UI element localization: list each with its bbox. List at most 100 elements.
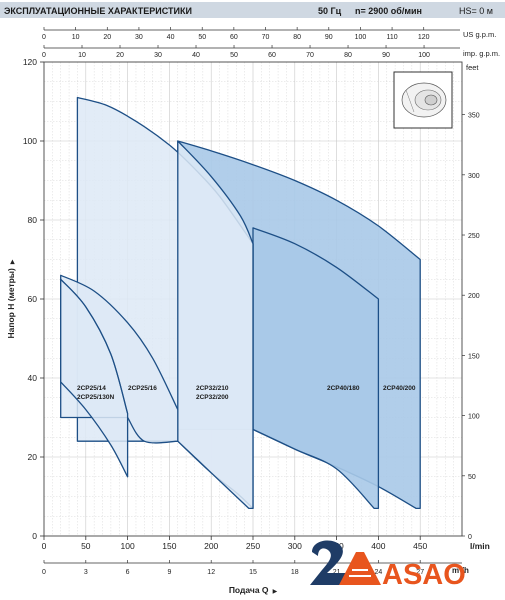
x-tick-label: 250: [246, 541, 260, 551]
x-tick-label: 150: [162, 541, 176, 551]
imp-tick-label: 80: [344, 52, 352, 59]
us-tick-label: 100: [355, 34, 367, 41]
imp-tick-label: 100: [418, 52, 430, 59]
series-area-2cp40-180: [252, 227, 380, 510]
pump-shaft-icon: [424, 94, 438, 106]
header-speed: n= 2900 об/мин: [355, 6, 422, 16]
y-tick-label: 120: [23, 57, 37, 67]
top-axis-us-ticks: 0 10 20 30 40 50 60 70 80 90 100 110 120: [42, 27, 430, 41]
x-tick-label: 0: [42, 541, 47, 551]
us-tick-label: 60: [230, 34, 238, 41]
x-tick-label: 50: [81, 541, 91, 551]
imp-tick-label: 60: [268, 52, 276, 59]
pump-icon: [401, 82, 447, 118]
asao-logo: ASAO: [310, 540, 466, 591]
us-tick-label: 110: [386, 34, 397, 41]
m3h-tick-label: 0: [42, 569, 46, 576]
feet-tick-label: 50: [468, 474, 476, 481]
x-tick-label: 100: [121, 541, 135, 551]
series-areas: [60, 96, 421, 510]
imp-tick-label: 0: [42, 52, 46, 59]
label-2cp25-16: 2CP25/16: [128, 385, 157, 392]
label-2cp40-200: 2CP40/200: [383, 385, 416, 392]
y-axis-label-text: Напор H (метры): [6, 268, 16, 339]
us-tick-label: 10: [72, 34, 80, 41]
us-tick-label: 80: [293, 34, 301, 41]
label-2cp25-130n: 2CP25/130N: [77, 394, 115, 401]
y-tick-label: 100: [23, 136, 37, 146]
y-tick-label: 0: [32, 531, 37, 541]
logo-wordmark: ASAO: [382, 559, 466, 591]
y-tick-label: 60: [28, 294, 38, 304]
imp-tick-label: 40: [192, 52, 200, 59]
m3h-tick-label: 3: [84, 569, 88, 576]
us-tick-label: 90: [325, 34, 333, 41]
feet-tick-label: 300: [468, 173, 480, 180]
y-tick-label: 20: [28, 452, 38, 462]
series-area-2cp32-200: [177, 140, 254, 510]
m3h-tick-label: 9: [167, 569, 171, 576]
m3h-axis-label: m³/h: [452, 566, 469, 575]
feet-tick-label: 100: [468, 414, 480, 421]
us-tick-label: 40: [167, 34, 175, 41]
header-background: [0, 2, 505, 18]
feet-tick-label: 200: [468, 293, 480, 300]
logo-mark-icon: [310, 540, 350, 585]
us-tick-label: 20: [103, 34, 111, 41]
us-tick-label: 0: [42, 34, 46, 41]
imp-tick-label: 30: [154, 52, 162, 59]
top-axis-us-label: US g.p.m.: [463, 30, 496, 39]
y-axis-ticks: 0 20 40 60 80 100 120: [23, 57, 44, 541]
m3h-axis-ticks: 0 3 6 9 12 15 18 21 24 27: [42, 560, 424, 576]
feet-tick-label: 350: [468, 113, 480, 120]
y-tick-label: 40: [28, 373, 38, 383]
imp-tick-label: 70: [306, 52, 314, 59]
right-axis-feet-ticks: 0 50 100 150 200 250 300 350: [462, 113, 480, 541]
x-axis-title: Подача Q ▶: [229, 585, 278, 595]
label-2cp25-14: 2CP25/14: [77, 385, 106, 392]
m3h-tick-label: 6: [126, 569, 130, 576]
m3h-tick-label: 15: [249, 569, 257, 576]
imp-tick-label: 50: [230, 52, 238, 59]
series-curve-2cp25-130n: [60, 278, 129, 414]
m3h-tick-label: 24: [375, 569, 383, 576]
us-tick-label: 30: [135, 34, 143, 41]
header-hs: HS= 0 м: [459, 6, 493, 16]
top-axis-imp-ticks: 0 10 20 30 40 50 60 70 80 90 100: [42, 45, 430, 59]
header-title: ЭКСПЛУАТАЦИОННЫЕ ХАРАКТЕРИСТИКИ: [4, 6, 192, 16]
y-axis-arrow-icon: ▶: [10, 259, 16, 264]
us-tick-label: 50: [198, 34, 206, 41]
y-axis-label: Напор H (метры) ▶: [6, 259, 16, 338]
imp-tick-label: 90: [382, 52, 390, 59]
feet-tick-label: 150: [468, 353, 480, 360]
header-bar: ЭКСПЛУАТАЦИОННЫЕ ХАРАКТЕРИСТИКИ 50 Гц n=…: [0, 2, 505, 18]
x-axis-unit-label: l/min: [470, 541, 490, 551]
x-tick-label: 450: [413, 541, 427, 551]
m3h-tick-label: 18: [291, 569, 299, 576]
pump-detail-icon: [405, 89, 415, 113]
x-tick-label: 300: [288, 541, 302, 551]
imp-tick-label: 10: [78, 52, 86, 59]
top-axes: 0 10 20 30 40 50 60 70 80 90 100 110 120 US g.p.m. 0…: [42, 27, 500, 59]
us-tick-label: 120: [418, 34, 430, 41]
label-2cp32-210: 2CP32/210: [196, 385, 229, 392]
x-axis-ticks: 050100150200250300350400450: [42, 536, 428, 551]
x-axis-title-text: Подача Q: [229, 585, 269, 595]
plot-area: [43, 61, 463, 537]
top-axis-imp-label: imp. g.p.m.: [463, 49, 500, 58]
label-2cp40-180: 2CP40/180: [327, 385, 360, 392]
feet-tick-label: 250: [468, 233, 480, 240]
us-tick-label: 70: [262, 34, 270, 41]
m3h-tick-label: 21: [333, 569, 341, 576]
m3h-tick-label: 27: [416, 569, 424, 576]
imp-tick-label: 20: [116, 52, 124, 59]
series-labels: 2CP25/14 2CP25/130N 2CP25/16 2CP32/210 2…: [77, 385, 416, 401]
x-tick-label: 200: [204, 541, 218, 551]
x-tick-label: 400: [371, 541, 385, 551]
feet-tick-label: 0: [468, 534, 472, 541]
m3h-tick-label: 12: [207, 569, 215, 576]
bottom-axis-m3h: 0 3 6 9 12 15 18 21 24 27 m³/h: [42, 560, 469, 576]
label-2cp32-200: 2CP32/200: [196, 394, 229, 401]
header-frequency: 50 Гц: [318, 6, 342, 16]
